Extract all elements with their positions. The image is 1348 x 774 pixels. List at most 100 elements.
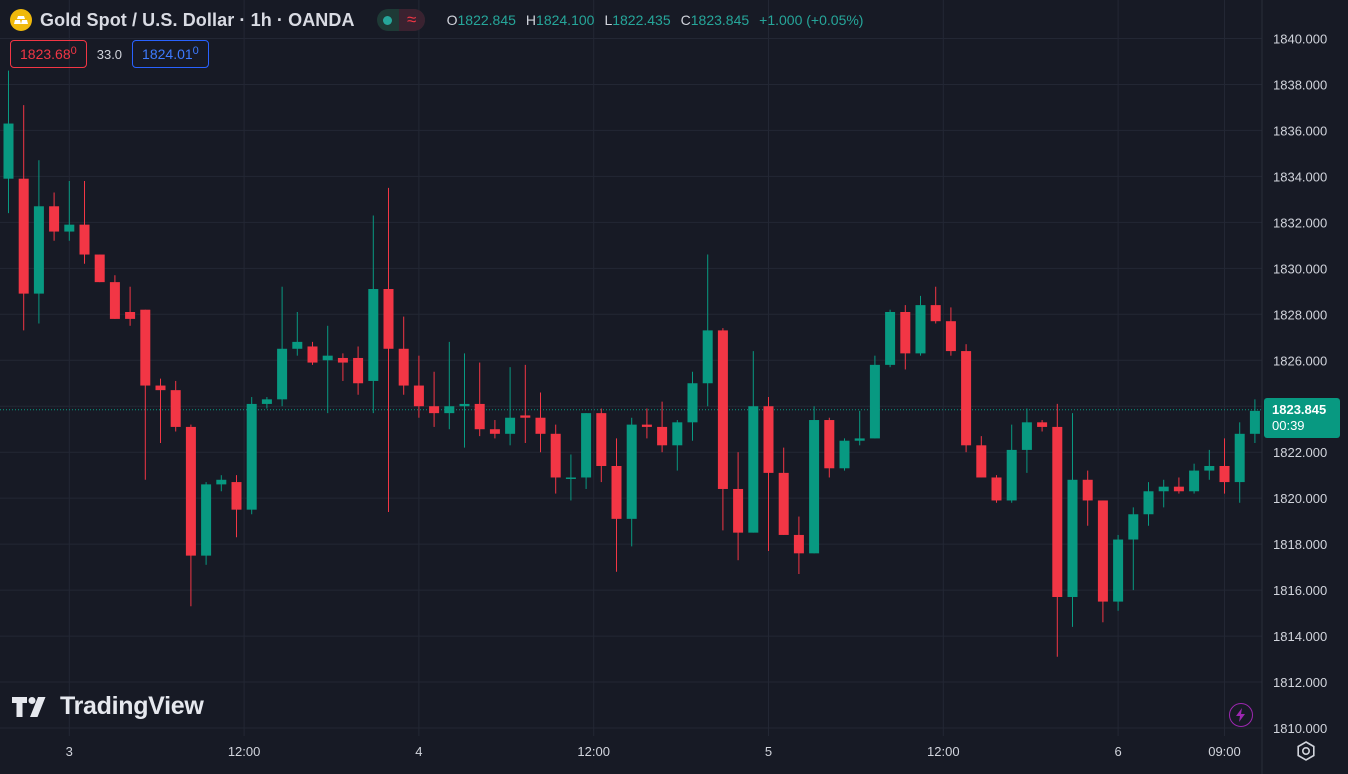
candle-up[interactable] <box>885 309 896 368</box>
gold-coin-icon[interactable] <box>10 9 32 31</box>
lightning-icon[interactable] <box>1229 703 1253 727</box>
candle-up[interactable] <box>1249 399 1260 444</box>
candle-down[interactable] <box>611 438 622 572</box>
candle-down[interactable] <box>489 420 500 439</box>
candle-down[interactable] <box>596 408 607 483</box>
candle-up[interactable] <box>1006 424 1017 503</box>
gear-icon[interactable] <box>1295 740 1317 762</box>
candle-up[interactable] <box>64 180 75 241</box>
candle-up[interactable] <box>1067 413 1078 627</box>
candle-up[interactable] <box>216 475 227 492</box>
candle-up[interactable] <box>322 325 333 414</box>
candle-down[interactable] <box>140 309 151 480</box>
candle-down[interactable] <box>155 378 166 444</box>
candle-up[interactable] <box>1128 507 1139 591</box>
candle-down[interactable] <box>793 516 804 575</box>
candle-up[interactable] <box>839 438 850 471</box>
candle-down[interactable] <box>18 105 29 331</box>
candle-down[interactable] <box>535 392 546 453</box>
candle-down[interactable] <box>383 187 394 512</box>
candle-up[interactable] <box>1204 449 1215 480</box>
candle-down[interactable] <box>930 286 941 324</box>
candle-up[interactable] <box>1158 479 1169 508</box>
candle-up[interactable] <box>854 410 865 446</box>
candle-up[interactable] <box>33 160 44 324</box>
candle-up[interactable] <box>292 312 303 356</box>
candle-down[interactable] <box>976 436 987 478</box>
candle-down[interactable] <box>79 180 90 264</box>
candle-up[interactable] <box>809 406 820 554</box>
symbol-title[interactable]: Gold Spot / U.S. Dollar · 1h · OANDA <box>40 9 355 30</box>
candle-down[interactable] <box>353 346 364 395</box>
candle-down[interactable] <box>824 417 835 478</box>
candle-up[interactable] <box>687 371 698 441</box>
candle-up[interactable] <box>702 254 713 407</box>
candle-up[interactable] <box>1021 408 1032 473</box>
candle-down[interactable] <box>398 316 409 395</box>
candle-down[interactable] <box>413 355 424 418</box>
candle-up[interactable] <box>1189 463 1200 494</box>
sell-button[interactable]: 1823.680 <box>10 40 87 68</box>
candle-down[interactable] <box>125 286 136 326</box>
candle-down[interactable] <box>185 424 196 607</box>
candle-up[interactable] <box>1113 534 1124 611</box>
candle-down[interactable] <box>1173 477 1184 494</box>
candle-down[interactable] <box>307 341 318 365</box>
candle-down[interactable] <box>170 380 181 432</box>
candle-up[interactable] <box>246 397 257 515</box>
candle-up[interactable] <box>748 351 759 533</box>
candle-up[interactable] <box>672 420 683 471</box>
candle-up[interactable] <box>505 367 516 446</box>
candle-body <box>201 484 212 556</box>
candle-up[interactable] <box>444 341 455 430</box>
candle-up[interactable] <box>626 417 637 547</box>
candle-down[interactable] <box>1037 420 1048 432</box>
candle-down[interactable] <box>550 424 561 494</box>
candle-down[interactable] <box>49 192 60 241</box>
candle-body <box>687 383 698 423</box>
candle-up[interactable] <box>201 482 212 565</box>
candle-down[interactable] <box>763 397 774 552</box>
candle-up[interactable] <box>368 215 379 414</box>
candle-up[interactable] <box>915 295 926 356</box>
status-pill[interactable]: ≈ <box>376 9 425 31</box>
data-stream-icon[interactable]: ≈ <box>398 9 425 31</box>
candle-down[interactable] <box>717 328 728 531</box>
buy-button[interactable]: 1824.010 <box>132 40 209 68</box>
candle-down[interactable] <box>109 275 120 319</box>
candle-down[interactable] <box>337 353 348 381</box>
candle-up[interactable] <box>581 413 592 489</box>
tradingview-watermark[interactable]: TradingView <box>12 692 204 721</box>
candle-body <box>337 357 348 363</box>
candle-up[interactable] <box>459 353 470 448</box>
candle-down[interactable] <box>1052 403 1063 657</box>
candle-up[interactable] <box>565 454 576 501</box>
candle-up[interactable] <box>869 355 880 439</box>
candle-up[interactable] <box>1234 422 1245 503</box>
candle-down[interactable] <box>778 447 789 535</box>
candle-down[interactable] <box>657 401 668 453</box>
candle-down[interactable] <box>991 475 1002 503</box>
candle-up[interactable] <box>3 70 14 214</box>
market-open-dot-icon[interactable] <box>377 9 399 31</box>
candle-up[interactable] <box>277 286 288 407</box>
candle-down[interactable] <box>641 408 652 439</box>
candle-down[interactable] <box>474 362 485 437</box>
candles[interactable] <box>3 70 1260 657</box>
candle-down[interactable] <box>1219 438 1230 494</box>
candle-down[interactable] <box>94 254 105 283</box>
candle-down[interactable] <box>945 307 956 356</box>
candle-down[interactable] <box>520 364 531 444</box>
candle-down[interactable] <box>900 305 911 370</box>
price-axis[interactable]: 1840.000 1838.000 1836.000 1834.000 1832.000… <box>1273 32 1327 737</box>
time-axis[interactable]: 3 12:00 4 12:00 5 12:00 6 09:00 <box>66 744 1241 759</box>
candle-down[interactable] <box>961 344 972 453</box>
candle-down[interactable] <box>1097 500 1108 623</box>
candle-up[interactable] <box>1143 482 1154 526</box>
candle-down[interactable] <box>1082 470 1093 526</box>
candle-down[interactable] <box>231 475 242 538</box>
candle-up[interactable] <box>261 397 272 409</box>
candle-down[interactable] <box>429 371 440 427</box>
candle-down[interactable] <box>733 452 744 561</box>
